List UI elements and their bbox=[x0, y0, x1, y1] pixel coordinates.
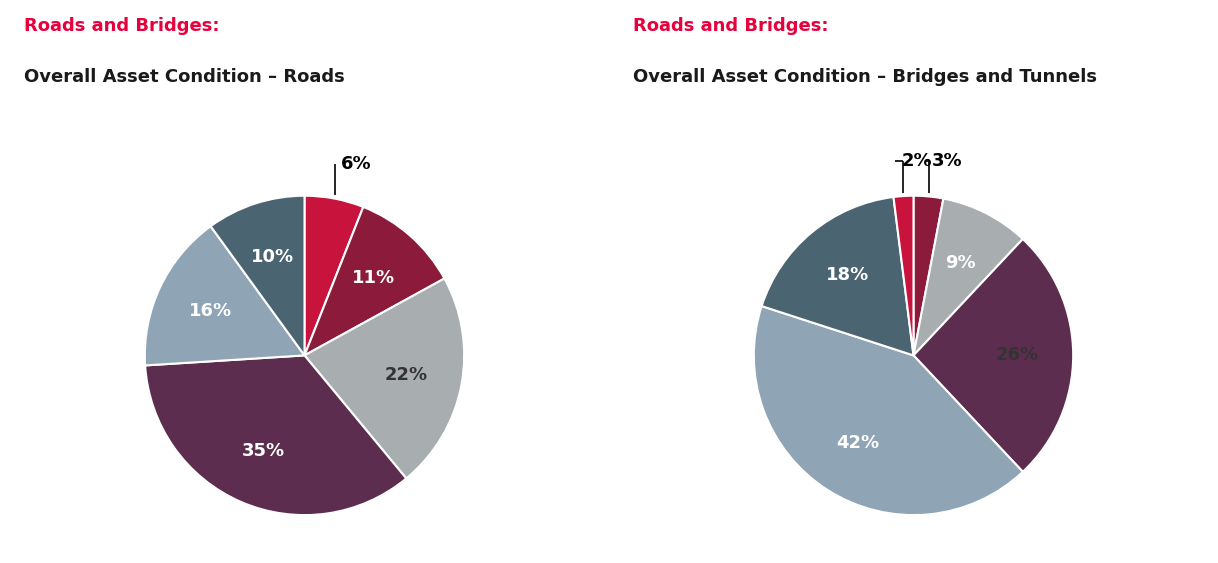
Text: Roads and Bridges:: Roads and Bridges: bbox=[633, 17, 829, 35]
Wedge shape bbox=[894, 196, 914, 355]
Wedge shape bbox=[304, 207, 445, 355]
Text: 42%: 42% bbox=[837, 434, 879, 452]
Wedge shape bbox=[914, 196, 944, 355]
Text: 9%: 9% bbox=[945, 254, 976, 272]
Text: 6%: 6% bbox=[341, 155, 371, 173]
Text: Roads and Bridges:: Roads and Bridges: bbox=[24, 17, 220, 35]
Wedge shape bbox=[914, 199, 1023, 355]
Wedge shape bbox=[754, 306, 1023, 515]
Wedge shape bbox=[761, 197, 914, 355]
Wedge shape bbox=[304, 279, 464, 479]
Text: 26%: 26% bbox=[996, 346, 1039, 364]
Text: Overall Asset Condition – Bridges and Tunnels: Overall Asset Condition – Bridges and Tu… bbox=[633, 68, 1097, 86]
Text: 11%: 11% bbox=[352, 269, 395, 287]
Text: Overall Asset Condition – Roads: Overall Asset Condition – Roads bbox=[24, 68, 345, 86]
Text: 10%: 10% bbox=[251, 248, 294, 266]
Wedge shape bbox=[304, 196, 363, 355]
Text: 16%: 16% bbox=[189, 302, 233, 320]
Text: 2%: 2% bbox=[901, 152, 932, 170]
Text: 22%: 22% bbox=[385, 366, 428, 384]
Text: 18%: 18% bbox=[826, 266, 868, 284]
Text: 35%: 35% bbox=[241, 441, 285, 459]
Text: 3%: 3% bbox=[932, 153, 962, 171]
Wedge shape bbox=[914, 239, 1073, 472]
Wedge shape bbox=[145, 226, 304, 365]
Wedge shape bbox=[211, 196, 304, 355]
Wedge shape bbox=[145, 355, 407, 515]
